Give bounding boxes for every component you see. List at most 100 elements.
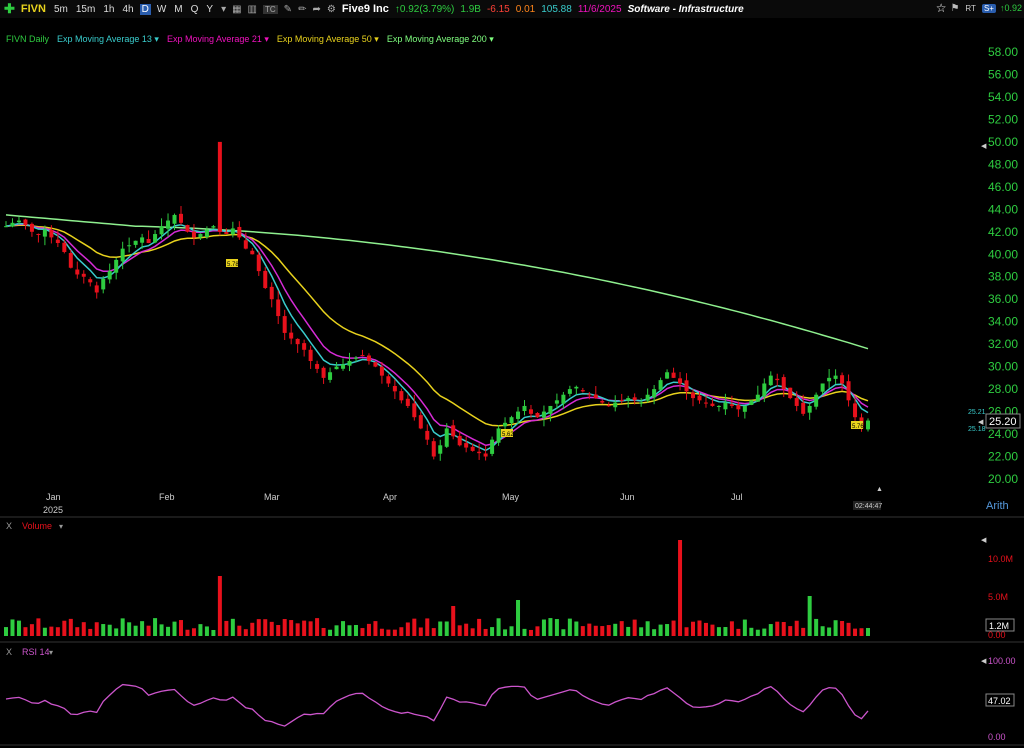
volume-bar — [444, 621, 449, 636]
legend-ema200[interactable]: Exp Moving Average 200 ▾ — [386, 34, 494, 44]
star-icon[interactable]: ☆ — [935, 1, 947, 15]
volume-close-icon[interactable]: X — [6, 521, 12, 531]
candle — [178, 206, 183, 225]
price-tick: 40.00 — [988, 247, 1018, 261]
volume-bar — [710, 624, 715, 636]
volume-bar — [574, 621, 579, 636]
symbol-input[interactable]: FIVN — [20, 3, 46, 15]
volume-bar — [658, 624, 663, 636]
candle — [814, 392, 819, 410]
chevron-down-icon[interactable]: ▾ — [49, 648, 53, 657]
timeframe-q[interactable]: Q — [190, 3, 199, 15]
volume-bar — [639, 627, 644, 636]
candle — [509, 415, 514, 428]
candle — [671, 367, 676, 379]
candle — [600, 399, 605, 404]
axis-arrow-icon[interactable]: ◀ — [981, 143, 987, 150]
candle — [282, 309, 287, 340]
timeframe-d[interactable]: D — [139, 3, 151, 15]
volume-bar — [211, 629, 216, 636]
candle — [736, 401, 741, 417]
stat-2: 0.01 — [515, 3, 536, 15]
timeframe-4h[interactable]: 4h — [122, 3, 134, 15]
price-tick: 36.00 — [988, 292, 1018, 306]
timeframe-w[interactable]: W — [156, 3, 167, 15]
timeframe-selector: 5m 15m 1h 4h D W M Q Y — [52, 3, 215, 15]
timeframe-m[interactable]: M — [174, 3, 183, 15]
rt-badge[interactable]: RT — [965, 3, 976, 13]
volume-bar — [185, 629, 190, 636]
volume-bar — [75, 627, 80, 636]
volume-bar — [366, 623, 371, 636]
candle — [276, 290, 281, 325]
volume-bar — [528, 629, 533, 636]
rsi-close-icon[interactable]: X — [6, 647, 12, 657]
volume-label[interactable]: Volume — [22, 521, 52, 531]
rsi-tick-1: 100.00 — [988, 656, 1016, 666]
timeframe-1h[interactable]: 1h — [103, 3, 115, 15]
volume-bar — [133, 625, 138, 636]
tc-icon[interactable]: TC — [263, 4, 278, 14]
stat-1: -6.15 — [486, 3, 510, 15]
timeframe-y[interactable]: Y — [206, 3, 214, 15]
add-symbol-icon[interactable]: ✚ — [4, 1, 15, 16]
candle — [94, 281, 99, 299]
legend-main[interactable]: FIVN Daily — [6, 34, 50, 44]
rsi-label[interactable]: RSI 14 — [22, 647, 50, 657]
candle — [451, 419, 456, 440]
volume-bar — [522, 628, 527, 636]
candle — [645, 388, 650, 403]
candle — [587, 392, 592, 400]
candle — [684, 373, 689, 400]
s-badge[interactable]: S+ — [981, 3, 996, 13]
candle — [230, 221, 235, 238]
candle — [315, 360, 320, 374]
timeframe-15m[interactable]: 15m — [75, 3, 96, 15]
timeframe-5m[interactable]: 5m — [53, 3, 68, 15]
candle — [23, 218, 28, 230]
legend-ema50[interactable]: Exp Moving Average 50 ▾ — [276, 34, 379, 44]
chevron-down-icon[interactable]: ▾ — [59, 522, 63, 531]
volume-bar — [516, 600, 521, 636]
pencil-icon[interactable]: ✏ — [298, 3, 307, 15]
candle — [781, 374, 786, 398]
draw-tool-icon[interactable]: ✎ — [283, 3, 293, 15]
ema-readout-b: 25.18 — [968, 426, 986, 433]
share-icon[interactable]: ➦ — [312, 3, 321, 15]
candle — [820, 383, 825, 395]
legend-ema21[interactable]: Exp Moving Average 21 ▾ — [166, 34, 269, 44]
chevron-down-icon[interactable]: ▾ — [221, 3, 227, 15]
flag-icon[interactable]: ⚑ — [950, 2, 960, 14]
chart-type-icon[interactable]: ▥ — [247, 3, 257, 15]
volume-bar — [775, 621, 780, 636]
candle — [729, 395, 734, 409]
candle — [198, 233, 203, 240]
candle — [723, 393, 728, 415]
volume-bar — [742, 619, 747, 636]
rsi-arrow-icon[interactable]: ◀ — [981, 658, 987, 665]
price-tick: 42.00 — [988, 225, 1018, 239]
candle — [347, 352, 352, 372]
candle — [541, 405, 546, 427]
volume-bar — [159, 624, 164, 636]
volume-bar — [483, 628, 488, 636]
scale-mode[interactable]: Arith — [986, 500, 1009, 512]
last-price-box — [985, 413, 1021, 429]
volume-bar — [29, 624, 34, 636]
legend-ema13[interactable]: Exp Moving Average 13 ▾ — [57, 34, 159, 44]
volume-bar — [295, 623, 300, 636]
price-tick: 54.00 — [988, 90, 1018, 104]
calendar-icon[interactable]: ▦ — [232, 3, 242, 15]
settings-icon[interactable]: ⚙ — [326, 3, 336, 15]
volume-bar — [723, 627, 728, 636]
candle — [334, 362, 339, 370]
vol-arrow-icon[interactable]: ◀ — [981, 537, 987, 544]
candle — [710, 397, 715, 407]
volume-bar — [166, 626, 171, 636]
scroll-up-icon[interactable]: ▲ — [876, 486, 883, 493]
month-label: Jul — [731, 492, 743, 502]
price-tick: 44.00 — [988, 202, 1018, 216]
candle — [846, 374, 851, 407]
volume-bar — [10, 619, 15, 636]
